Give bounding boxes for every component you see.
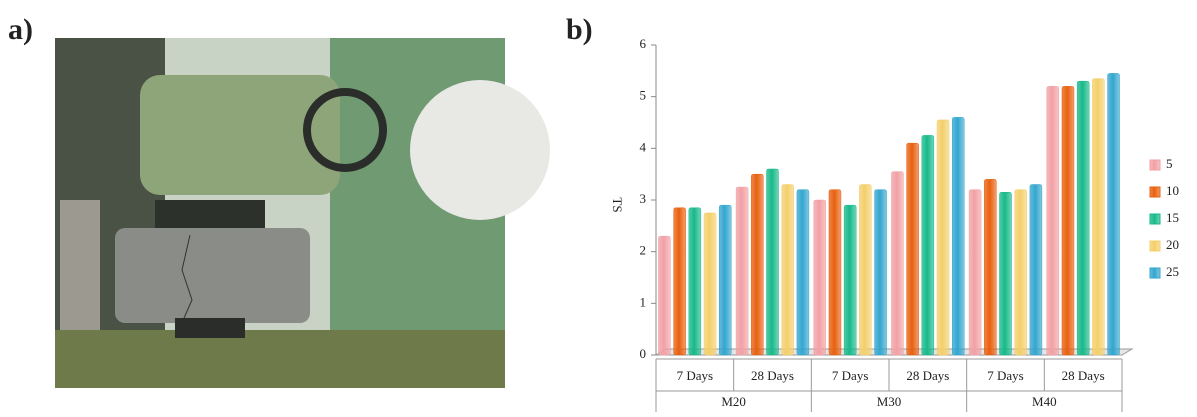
bar xyxy=(704,213,716,355)
y-tick-label: 1 xyxy=(640,294,647,309)
y-tick-label: 3 xyxy=(640,191,647,206)
legend-swatch xyxy=(1150,214,1160,224)
x-tick-label: 7 Days xyxy=(677,368,713,383)
x-tick-label: 28 Days xyxy=(1062,368,1105,383)
bar xyxy=(782,185,794,356)
legend-label: 5 xyxy=(1166,156,1173,171)
legend-label: 10 xyxy=(1166,183,1179,198)
bar xyxy=(1108,73,1120,355)
photo xyxy=(55,38,550,388)
bar xyxy=(907,143,919,355)
bar xyxy=(922,135,934,355)
bar xyxy=(1092,79,1104,355)
bar xyxy=(1015,190,1027,355)
legend-swatch xyxy=(1150,268,1160,278)
bar xyxy=(797,190,809,355)
bar xyxy=(875,190,887,355)
figure: a) b) TS 0 1 2 3 4 5 6 7 Days 28 Days 7 Days 28 Da… xyxy=(0,0,1197,412)
legend-swatch xyxy=(1150,187,1160,197)
bar xyxy=(1000,192,1012,355)
bar xyxy=(658,236,670,355)
legend-label: 20 xyxy=(1166,237,1179,252)
bar xyxy=(1062,86,1074,355)
bar xyxy=(689,208,701,355)
x-tick-label: 28 Days xyxy=(906,368,949,383)
x-tick-label: 7 Days xyxy=(987,368,1023,383)
bar xyxy=(859,185,871,356)
bar xyxy=(767,169,779,355)
bar xyxy=(1047,86,1059,355)
bar xyxy=(736,187,748,355)
bar xyxy=(984,179,996,355)
group-label: M40 xyxy=(1032,394,1057,409)
bar xyxy=(1077,81,1089,355)
legend-label: 25 xyxy=(1166,264,1179,279)
bar xyxy=(814,200,826,355)
bar xyxy=(969,190,981,355)
group-label: M20 xyxy=(721,394,746,409)
bar xyxy=(751,174,763,355)
panel-label: b) xyxy=(566,13,593,46)
bar xyxy=(829,190,841,355)
y-tick-label: 0 xyxy=(640,346,647,361)
y-tick-label: 5 xyxy=(640,88,647,103)
group-label: M30 xyxy=(877,394,902,409)
x-tick-label: 7 Days xyxy=(832,368,868,383)
x-tick-label: 28 Days xyxy=(751,368,794,383)
bar xyxy=(674,208,686,355)
legend-swatch xyxy=(1150,160,1160,170)
legend-label: 15 xyxy=(1166,210,1179,225)
bar xyxy=(844,205,856,355)
panel-label: a) xyxy=(8,13,33,46)
legend-swatch xyxy=(1150,241,1160,251)
bar xyxy=(937,120,949,355)
bar xyxy=(952,117,964,355)
bar xyxy=(719,205,731,355)
y-tick-label: 4 xyxy=(640,139,647,154)
bar xyxy=(1030,185,1042,356)
y-tick-label: 2 xyxy=(640,243,647,258)
y-axis-label: TS xyxy=(610,197,625,212)
y-tick-label: 6 xyxy=(640,36,647,51)
bar xyxy=(891,172,903,355)
